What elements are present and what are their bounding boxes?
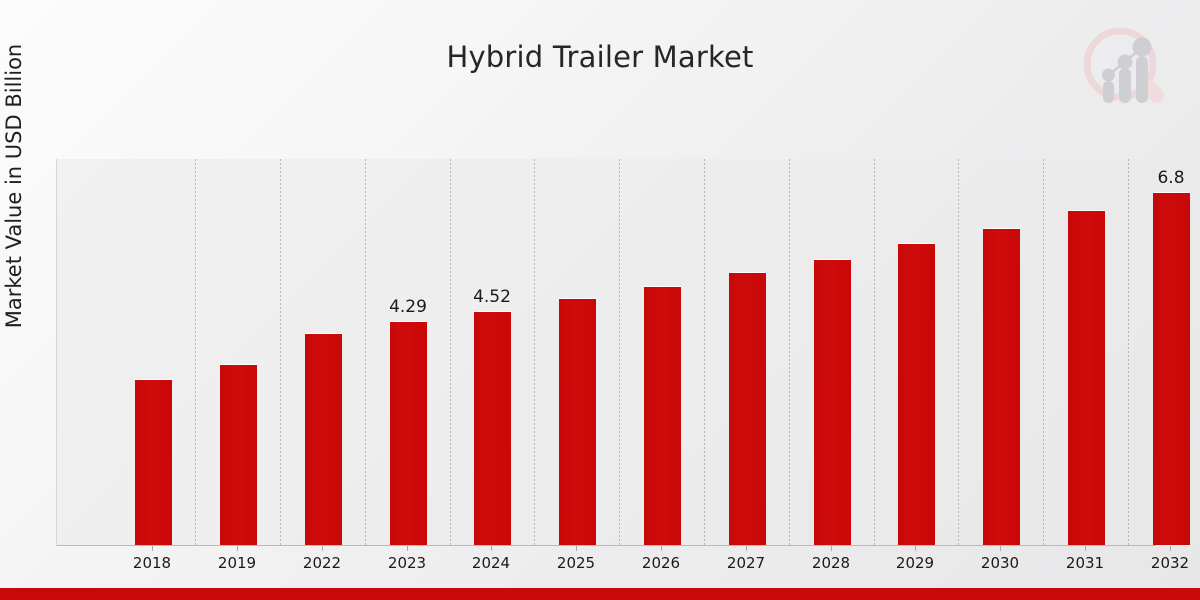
- bar-2023[interactable]: [389, 321, 427, 545]
- bar-2032[interactable]: [1152, 192, 1190, 545]
- x-tick-label-2018: 2018: [132, 554, 172, 572]
- x-tick-label-2022: 2022: [302, 554, 342, 572]
- x-tick-mark: [237, 546, 238, 551]
- bar-2029[interactable]: [897, 243, 935, 545]
- market-research-magnifier-bars-logo: [1070, 18, 1178, 122]
- bar-value-label-2024: 4.52: [473, 287, 511, 307]
- x-tick-label-2032: 2032: [1150, 554, 1190, 572]
- x-tick-label-2030: 2030: [980, 554, 1020, 572]
- x-tick-mark: [322, 546, 323, 551]
- x-tick-mark: [1000, 546, 1001, 551]
- x-tick-mark: [661, 546, 662, 551]
- x-tick-label-2024: 2024: [471, 554, 511, 572]
- x-tick-mark: [1085, 546, 1086, 551]
- x-tick-label-2031: 2031: [1065, 554, 1105, 572]
- bar-series: 4.29 4.52 6.8: [57, 159, 1190, 545]
- grid-line: [619, 159, 620, 545]
- x-tick-mark: [1170, 546, 1171, 551]
- chart-title: Hybrid Trailer Market: [446, 40, 754, 74]
- x-tick-label-2026: 2026: [641, 554, 681, 572]
- x-tick-mark: [831, 546, 832, 551]
- x-tick-mark: [152, 546, 153, 551]
- x-axis: 2018 2019 2022 2023 2024 2025 2026 2027 2028 2029…: [56, 546, 1189, 580]
- bar-2027[interactable]: [728, 272, 766, 545]
- grid-line: [195, 159, 196, 545]
- grid-line: [1043, 159, 1044, 545]
- bar-value-label-2032: 6.8: [1157, 168, 1185, 188]
- x-tick-mark: [576, 546, 577, 551]
- grid-line: [874, 159, 875, 545]
- bar-2026[interactable]: [643, 286, 681, 545]
- grid-line: [365, 159, 366, 545]
- x-tick-mark: [407, 546, 408, 551]
- x-tick-mark: [491, 546, 492, 551]
- bar-2018[interactable]: [134, 379, 172, 545]
- grid-line: [534, 159, 535, 545]
- footer-accent-bar: [0, 588, 1200, 600]
- x-tick-label-2028: 2028: [811, 554, 851, 572]
- grid-line: [958, 159, 959, 545]
- bar-chart-icon: [1102, 37, 1152, 103]
- bar-2028[interactable]: [813, 259, 851, 545]
- x-tick-label-2025: 2025: [556, 554, 596, 572]
- bar-2024[interactable]: [473, 311, 511, 545]
- x-tick-mark: [746, 546, 747, 551]
- grid-line: [704, 159, 705, 545]
- grid-line: [280, 159, 281, 545]
- bar-2030[interactable]: [982, 228, 1020, 545]
- bar-2022[interactable]: [304, 333, 342, 545]
- bar-value-label-2023: 4.29: [389, 297, 427, 317]
- bar-2025[interactable]: [558, 298, 596, 545]
- bar-2019[interactable]: [219, 364, 257, 545]
- x-tick-label-2029: 2029: [895, 554, 935, 572]
- grid-line: [450, 159, 451, 545]
- bar-2031[interactable]: [1067, 210, 1105, 545]
- grid-line: [1128, 159, 1129, 545]
- x-tick-label-2023: 2023: [387, 554, 427, 572]
- x-tick-label-2019: 2019: [217, 554, 257, 572]
- y-axis-title: Market Value in USD Billion: [2, 43, 26, 329]
- x-tick-mark: [915, 546, 916, 551]
- plot-area: 4.29 4.52 6.8: [56, 159, 1190, 546]
- grid-line: [789, 159, 790, 545]
- x-tick-label-2027: 2027: [726, 554, 766, 572]
